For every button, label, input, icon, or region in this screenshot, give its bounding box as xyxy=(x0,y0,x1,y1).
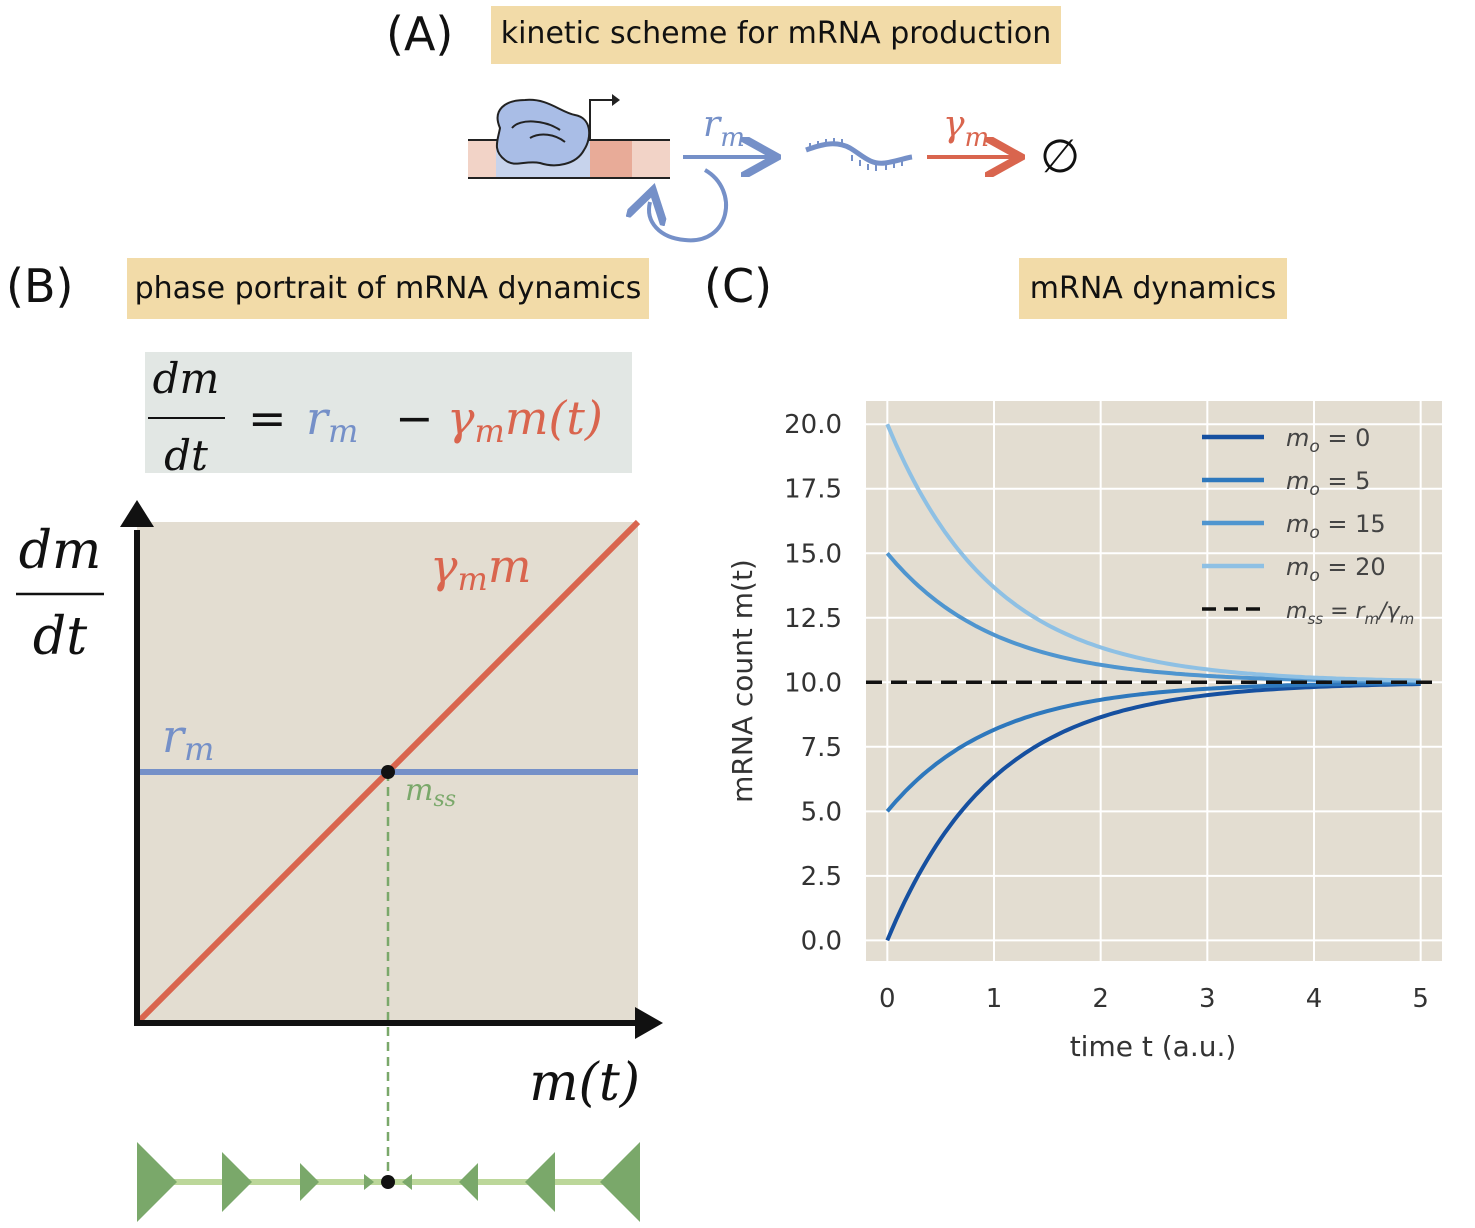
legend-label: mo = 20 xyxy=(1286,553,1386,586)
panel-a-label: (A) xyxy=(386,7,453,61)
x-tick-label: 4 xyxy=(1306,984,1323,1014)
flow-right-arrow-icon xyxy=(300,1163,319,1201)
y-tick-label: 20.0 xyxy=(784,410,842,440)
svg-text:dm: dm xyxy=(153,354,220,403)
phase-fixed-point xyxy=(381,1175,395,1189)
svg-text:−: − xyxy=(395,391,434,445)
phase-ylabel-numerator: dm xyxy=(19,521,102,581)
equation-box xyxy=(145,352,632,473)
flow-right-arrow-icon xyxy=(364,1174,374,1190)
y-tick-label: 17.5 xyxy=(784,475,842,505)
rate-equation: dm dt = rm − γmm(t) xyxy=(148,354,603,480)
y-tick-labels: 0.0 2.5 5.0 7.5 10.0 12.5 15.0 17.5 20.0 xyxy=(784,410,842,956)
x-tick-label: 5 xyxy=(1412,984,1429,1014)
chart-xlabel: time t (a.u.) xyxy=(1070,1030,1237,1063)
phase-ylabel-denominator: dt xyxy=(33,607,87,667)
y-tick-label: 0.0 xyxy=(801,926,842,956)
legend-label-ss: mss = rm/γm xyxy=(1286,599,1414,628)
series-line xyxy=(885,423,1421,683)
mss-label: mss xyxy=(405,773,456,812)
x-tick-label: 2 xyxy=(1092,984,1109,1014)
y-tick-label: 2.5 xyxy=(801,862,842,892)
phase-line xyxy=(137,1142,640,1222)
flow-right-arrow-icon xyxy=(137,1142,177,1222)
chart-ylabel: mRNA count m(t) xyxy=(726,559,759,803)
rate-r-label: rm xyxy=(703,104,745,153)
svg-text:=: = xyxy=(248,391,287,445)
y-tick-label: 12.5 xyxy=(784,604,842,634)
y-tick-label: 5.0 xyxy=(801,797,842,827)
flow-left-arrow-icon xyxy=(459,1163,478,1201)
svg-text:rm: rm xyxy=(306,391,358,450)
panel-c-title-box xyxy=(1019,258,1287,319)
y-tick-label: 10.0 xyxy=(784,668,842,698)
chart-legend: mo = 0 mo = 5 mo = 15 mo = 20 mss = rm/γm xyxy=(1202,424,1414,628)
panel-b: (B) phase portrait of mRNA dynamics dm d… xyxy=(6,258,663,1222)
r-m-line-label: rm xyxy=(162,709,214,768)
panel-c-label: (C) xyxy=(704,259,772,313)
gamma-m-line-label: γmm xyxy=(430,539,531,598)
y-tick-label: 15.0 xyxy=(784,539,842,569)
steady-state-point xyxy=(381,765,395,779)
panel-a: (A) kinetic scheme for mRNA production r… xyxy=(386,6,1080,243)
flow-left-arrow-icon xyxy=(525,1152,555,1212)
recycle-arrow-icon xyxy=(649,168,729,243)
chart-curves xyxy=(885,423,1421,942)
phase-xlabel: m(t) xyxy=(529,1053,640,1113)
polymerase-icon xyxy=(495,98,591,167)
legend-label: mo = 15 xyxy=(1286,510,1386,543)
null-symbol: ∅ xyxy=(1040,129,1080,183)
x-tick-label: 1 xyxy=(986,984,1003,1014)
legend-label: mo = 0 xyxy=(1286,424,1370,457)
flow-right-arrow-icon xyxy=(222,1152,252,1212)
panel-b-title-box xyxy=(127,258,649,319)
series-line xyxy=(885,681,1421,813)
panel-b-title: phase portrait of mRNA dynamics xyxy=(135,271,642,306)
x-tick-label: 0 xyxy=(879,984,896,1014)
mrna-icon xyxy=(805,138,913,171)
panel-c-title: mRNA dynamics xyxy=(1030,271,1276,306)
y-axis-arrowhead-icon xyxy=(120,500,154,527)
panel-a-title: kinetic scheme for mRNA production xyxy=(501,16,1052,51)
x-tick-labels: 0 1 2 3 4 5 xyxy=(879,984,1429,1014)
legend-label: mo = 5 xyxy=(1286,467,1370,500)
panel-a-title-box xyxy=(491,6,1061,64)
flow-left-arrow-icon xyxy=(402,1174,412,1190)
y-tick-label: 7.5 xyxy=(801,733,842,763)
svg-text:dt: dt xyxy=(164,431,208,480)
panel-b-label: (B) xyxy=(6,259,73,313)
svg-text:γmm(t): γmm(t) xyxy=(447,391,603,450)
panel-c: (C) mRNA dynamics 0 1 2 3 4 5 0.0 2.5 5.0 7.5 10.… xyxy=(704,258,1442,1063)
x-axis-arrowhead-icon xyxy=(635,1007,663,1039)
x-tick-label: 3 xyxy=(1199,984,1216,1014)
flow-left-arrow-icon xyxy=(600,1142,640,1222)
rate-gamma-label: γm xyxy=(943,104,989,153)
